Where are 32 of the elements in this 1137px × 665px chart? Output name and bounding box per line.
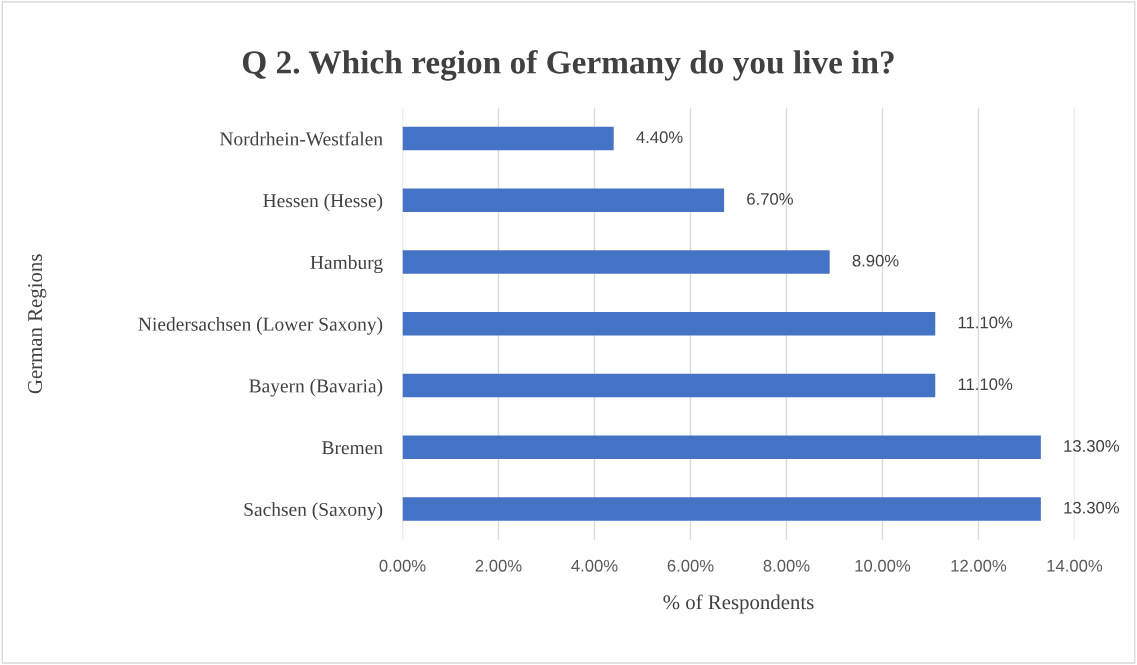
x-tick-label: 2.00% bbox=[475, 559, 522, 572]
x-tick-label: 4.00% bbox=[571, 559, 618, 572]
data-label: 11.10% bbox=[958, 378, 1013, 391]
data-label: 11.10% bbox=[958, 316, 1013, 329]
y-tick-label: Bayern (Bavaria) bbox=[249, 378, 383, 397]
x-tick-label: 10.00% bbox=[855, 559, 911, 572]
x-axis-title: % of Respondents bbox=[663, 594, 814, 614]
x-tick-label: 6.00% bbox=[667, 559, 714, 572]
bar bbox=[402, 312, 936, 336]
x-tick-label: 12.00% bbox=[951, 559, 1007, 572]
data-label: 8.90% bbox=[852, 254, 899, 267]
y-tick-label: Bremen bbox=[322, 441, 383, 455]
data-label: 13.30% bbox=[1064, 440, 1120, 452]
bar bbox=[402, 435, 1041, 460]
bar bbox=[402, 497, 1041, 521]
data-label: 13.30% bbox=[1064, 501, 1120, 514]
data-label: 6.70% bbox=[747, 193, 793, 205]
bar bbox=[402, 126, 614, 151]
x-tick-label: 14.00% bbox=[1047, 559, 1103, 572]
bar bbox=[402, 250, 830, 274]
x-tick-label: 8.00% bbox=[763, 559, 810, 572]
y-tick-label: Niedersachsen (Lower Saxony) bbox=[138, 317, 383, 335]
y-axis-title: German Regions bbox=[28, 254, 47, 394]
bar bbox=[402, 373, 936, 398]
y-tick-label: Hamburg bbox=[310, 255, 383, 274]
y-tick-label: Nordrhein-Westfalen bbox=[219, 131, 383, 146]
x-tick-label: 0.00% bbox=[379, 559, 426, 572]
bar bbox=[402, 188, 725, 213]
data-label: 4.40% bbox=[636, 131, 683, 144]
chart-title: Q 2. Which region of Germany do you live in? bbox=[242, 49, 894, 81]
y-tick-label: Hessen (Hesse) bbox=[263, 193, 383, 212]
y-tick-label: Sachsen (Saxony) bbox=[244, 502, 383, 521]
